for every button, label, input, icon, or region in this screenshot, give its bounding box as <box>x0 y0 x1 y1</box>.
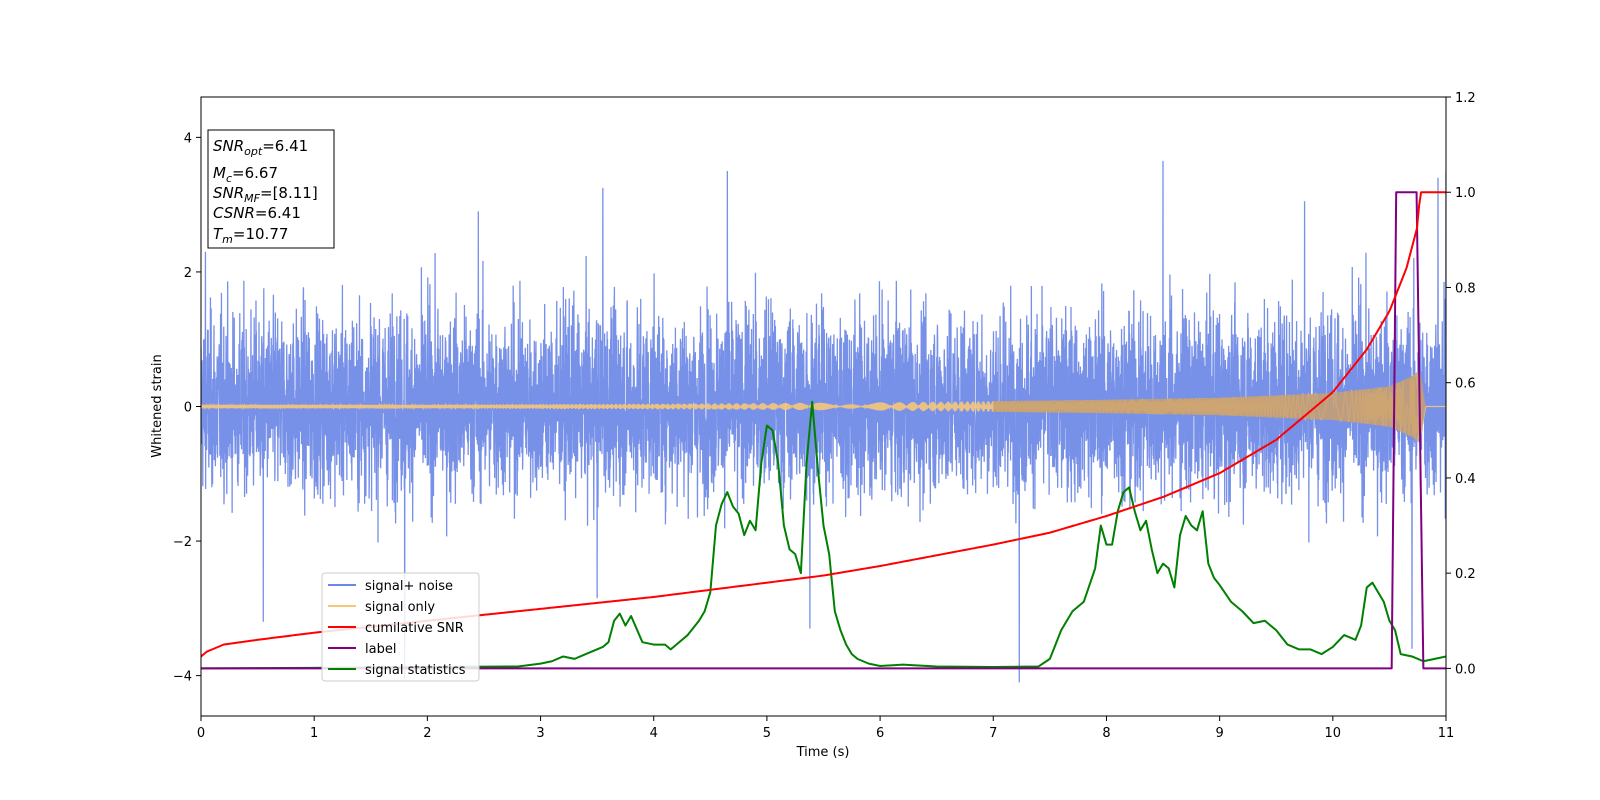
series-label-line <box>201 191 1446 670</box>
info-csnr: CSNR=6.41 <box>213 204 301 222</box>
y-right-tick-label: 0.2 <box>1455 567 1476 582</box>
x-tick-label: 8 <box>1102 726 1110 741</box>
y-right-tick-label: 1.0 <box>1455 186 1476 201</box>
x-tick-label: 0 <box>197 726 205 741</box>
y-tick-label: 0 <box>184 401 192 416</box>
x-tick-label: 5 <box>763 726 771 741</box>
series-signal-only-envelope <box>993 370 1426 443</box>
x-tick-label: 1 <box>310 726 318 741</box>
y-tick-label: −2 <box>173 535 192 550</box>
x-tick-label: 2 <box>423 726 431 741</box>
x-tick-label: 9 <box>1215 726 1223 741</box>
x-tick-label: 4 <box>650 726 658 741</box>
plot-area <box>201 160 1446 683</box>
x-tick-label: 3 <box>536 726 544 741</box>
axes: 0 1 2 3 4 5 6 7 8 9 10 11 −4 −2 0 2 4 0.0 0.2 0.4 0.6 0.8 1.0 1… <box>173 91 1476 741</box>
info-box-frame <box>207 129 335 249</box>
y-axis-label: Whitened strain <box>150 354 165 457</box>
legend-label-signal-only: signal only <box>365 600 435 615</box>
y-tick-label: 2 <box>184 266 192 281</box>
series-signal-noise-line <box>201 160 1446 683</box>
x-tick-label: 11 <box>1438 726 1455 741</box>
x-axis-label: Time (s) <box>796 745 850 760</box>
x-tick-label: 10 <box>1325 726 1342 741</box>
info-box: SNRopt=6.41 Mc=6.67 SNRMF=[8.11] CSNR=6.… <box>207 129 335 249</box>
info-tm: Tm=10.77 <box>213 225 288 246</box>
legend-frame <box>321 572 480 682</box>
series-signal-statistics-line <box>201 400 1446 670</box>
y-right-tick-label: 0.6 <box>1455 377 1476 392</box>
legend: signal+ noise signal only cumilative SNR… <box>321 572 480 682</box>
legend-label-signal-noise: signal+ noise <box>365 579 453 594</box>
y-right-tick-label: 0.0 <box>1455 662 1476 677</box>
legend-label-signal-statistics: signal statistics <box>365 663 466 678</box>
y-right-tick-label: 0.8 <box>1455 281 1476 296</box>
y-tick-label: 4 <box>184 131 192 146</box>
y-right-tick-label: 0.4 <box>1455 472 1476 487</box>
legend-label-cumilative-snr: cumilative SNR <box>365 621 464 636</box>
x-tick-label: 6 <box>876 726 884 741</box>
x-tick-label: 7 <box>989 726 997 741</box>
info-snr-opt: SNRopt=6.41 <box>213 137 308 158</box>
info-mc: Mc=6.67 <box>213 164 278 185</box>
y-right-tick-label: 1.2 <box>1455 91 1476 106</box>
y-tick-label: −4 <box>173 670 192 685</box>
legend-label-label: label <box>365 642 396 657</box>
info-snr-mf: SNRMF=[8.11] <box>213 184 318 205</box>
